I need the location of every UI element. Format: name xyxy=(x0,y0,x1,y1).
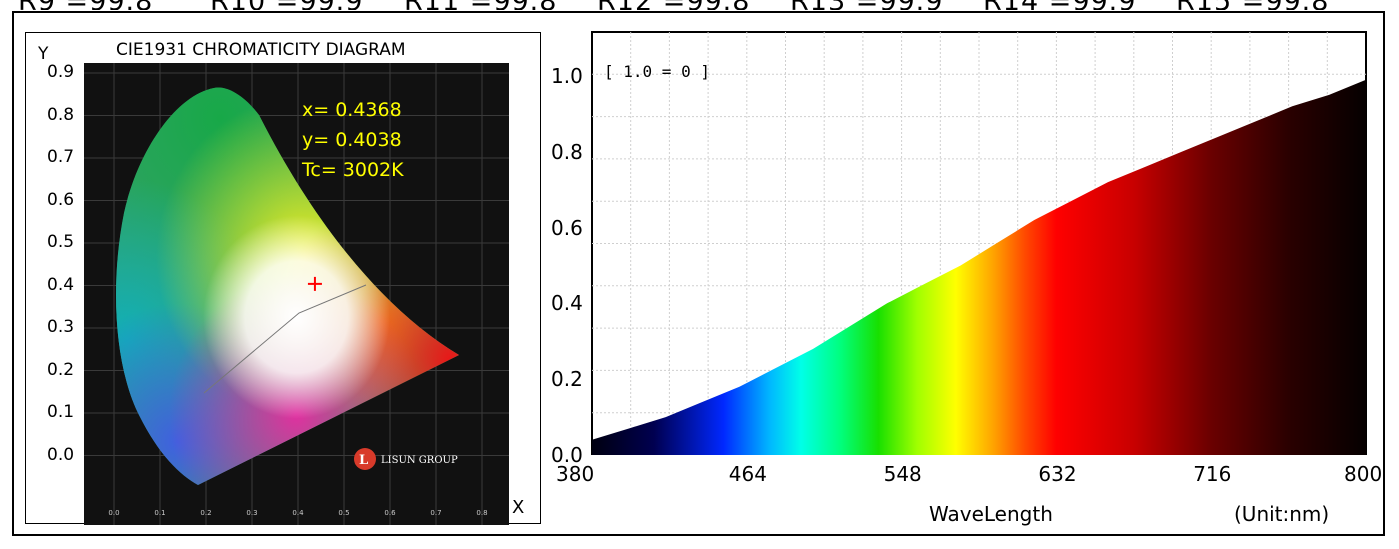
spectrum-unit-label: (Unit:nm) xyxy=(1234,502,1330,526)
cie-y-tick-label: 0.7 xyxy=(47,147,75,167)
cie-x-axis-label: X xyxy=(512,497,525,518)
r11-value: R11 =99.8 xyxy=(404,0,557,10)
cie-marker-point xyxy=(307,276,322,291)
cie-inner-x-tick-label: 0.1 xyxy=(154,509,165,517)
cie-chromaticity-image: 0.0 0.1 0.2 0.3 0.4 0.5 0.6 0.7 0.8 x= 0.4368 y=… xyxy=(84,63,509,525)
spectrum-y-tick-label: 0.8 xyxy=(551,139,583,164)
spectrum-area xyxy=(592,79,1366,456)
cie-inner-x-tick-label: 0.3 xyxy=(246,509,257,517)
lisun-logo: L LISUN GROUP xyxy=(354,448,458,470)
spectrum-x-tick-label: 632 xyxy=(1038,462,1077,486)
spectrum-y-tick-label: 0.6 xyxy=(551,215,583,240)
spectrum-y-tick-label: 1.0 xyxy=(551,64,583,88)
cie-y-tick-label: 0.9 xyxy=(47,62,75,82)
cie-y-tick-label: 0.6 xyxy=(47,189,75,210)
cie-inner-x-tick-label: 0.8 xyxy=(476,509,487,517)
spectrum-y-tick-label: 0.0 xyxy=(551,443,583,467)
r13-value: R13 =99.9 xyxy=(790,0,943,10)
spectrum-x-tick-label: 800 xyxy=(1344,462,1383,486)
svg-text:L: L xyxy=(359,453,368,468)
cie-inner-x-tick-label: 0.0 xyxy=(108,509,119,517)
cie-readout-y: y= 0.4038 xyxy=(302,129,402,151)
cie-inner-x-tick-label: 0.5 xyxy=(338,509,349,517)
spectrum-x-tick-label: 548 xyxy=(883,462,922,486)
cie-y-tick-label: 0.3 xyxy=(47,317,75,337)
cie-y-tick-label: 0.4 xyxy=(47,274,75,295)
spectrum-y-tick-label: 0.2 xyxy=(551,367,583,392)
spectrum-normalization-note: [ 1.0 = 0 ] xyxy=(604,62,710,81)
lisun-logo-text: LISUN GROUP xyxy=(381,455,458,466)
cie-inner-x-tick-label: 0.4 xyxy=(292,509,304,517)
cie-y-tick-label: 0.5 xyxy=(47,232,75,252)
cie-y-tick-label: 0.1 xyxy=(47,402,75,422)
spectrum-x-tick-label: 380 xyxy=(556,462,595,486)
cie-readout-x: x= 0.4368 xyxy=(302,99,402,121)
cie-inner-x-tick-label: 0.6 xyxy=(384,509,396,517)
cie-inner-x-ticks: 0.0 0.1 0.2 0.3 0.4 0.5 0.6 0.7 0.8 xyxy=(108,509,487,517)
r9-value: R9 =99.8 xyxy=(18,0,153,10)
cie-inner-x-tick-label: 0.7 xyxy=(430,509,441,517)
spectrum-x-tick-label: 716 xyxy=(1193,462,1232,486)
spectrum-x-tick-label: 464 xyxy=(728,462,767,486)
cie-y-tick-label: 0.2 xyxy=(47,359,75,380)
cie-y-tick-label: 0.0 xyxy=(47,444,75,465)
r12-value: R12 =99.8 xyxy=(597,0,750,10)
cie-readout-tc: Tc= 3002K xyxy=(301,159,404,181)
r15-value: R15 =99.8 xyxy=(1176,0,1329,10)
r10-value: R10 =99.9 xyxy=(210,0,363,10)
top-readout-strip: R9 =99.8 R10 =99.9 R11 =99.8 R12 =99.8 R… xyxy=(0,0,1399,10)
cie-y-tick-label: 0.8 xyxy=(47,104,75,125)
spectrum-y-tick-label: 0.4 xyxy=(551,291,583,316)
cie-inner-x-tick-label: 0.2 xyxy=(200,509,211,517)
r14-value: R14 =99.9 xyxy=(983,0,1136,10)
cie-y-axis-label: Y xyxy=(38,44,49,64)
cie-title: CIE1931 CHROMATICITY DIAGRAM xyxy=(116,40,406,60)
spectrum-x-axis-label: WaveLength xyxy=(929,502,1053,526)
